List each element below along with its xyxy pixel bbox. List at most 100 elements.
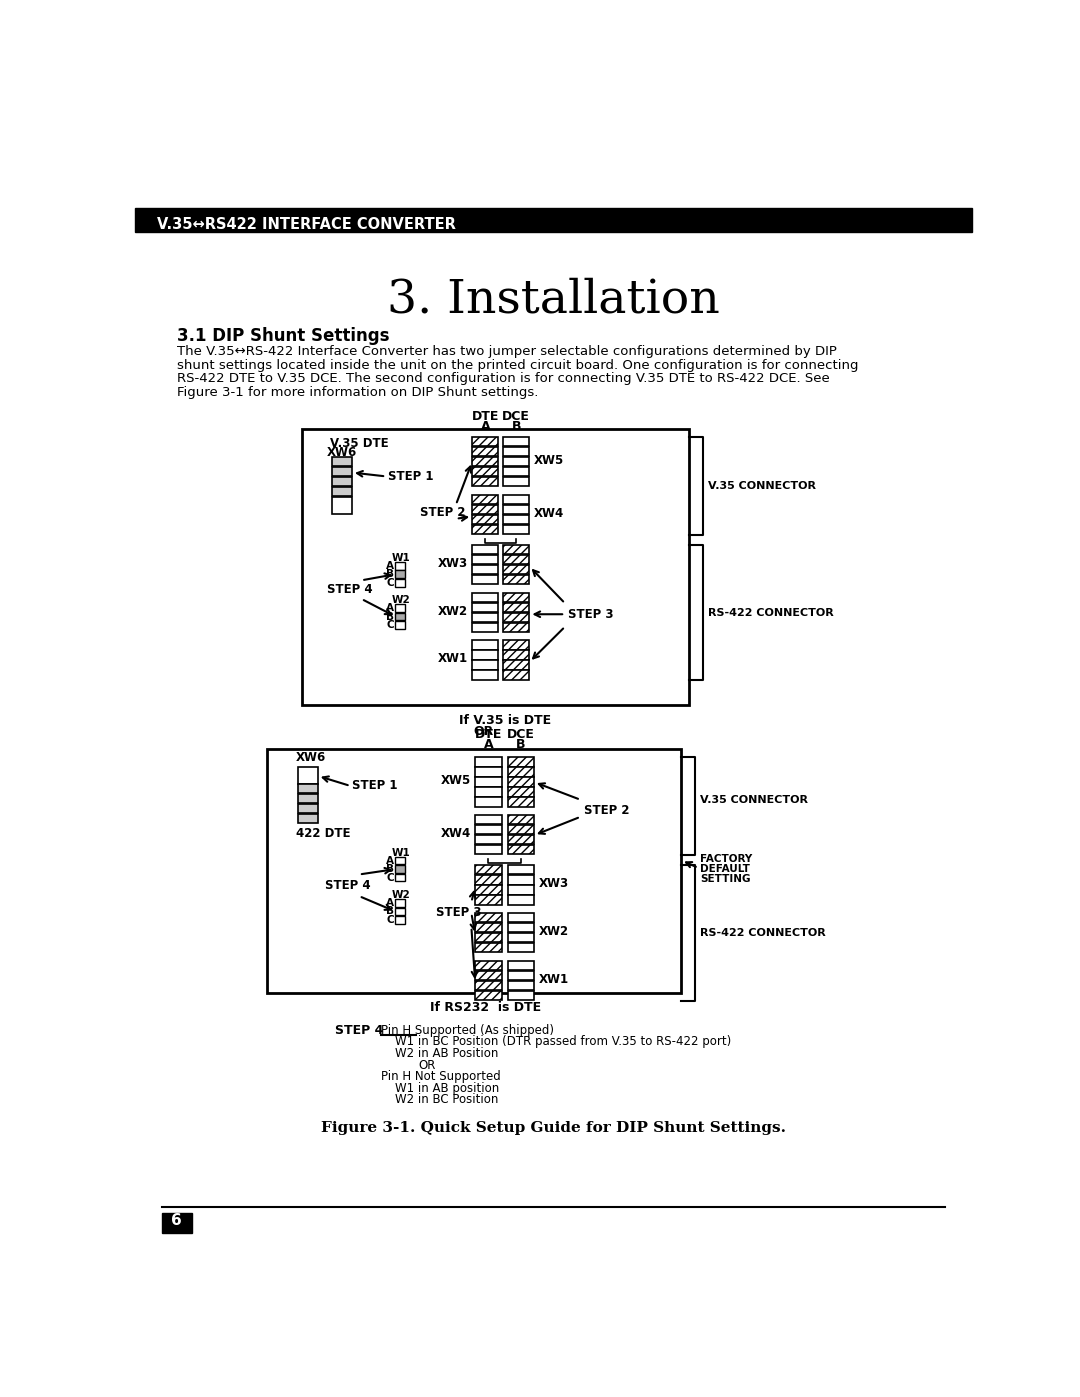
Bar (508, 865, 535, 875)
Bar (508, 914, 535, 922)
Text: If RS232  is DTE: If RS232 is DTE (430, 1000, 541, 1014)
Bar (503, 671, 529, 680)
Text: V.35 CONNECTOR: V.35 CONNECTOR (707, 481, 815, 490)
Bar (475, 914, 501, 922)
Bar (503, 640, 529, 650)
Text: V.35↔RS422 INTERFACE CONVERTER: V.35↔RS422 INTERFACE CONVERTER (157, 217, 456, 232)
Bar (395, 622, 405, 629)
Bar (503, 651, 529, 659)
Bar (503, 447, 529, 457)
Bar (395, 908, 405, 915)
Bar (475, 981, 501, 990)
Bar (508, 788, 535, 796)
Text: SETTING: SETTING (700, 875, 751, 884)
Bar (395, 865, 405, 873)
Text: DCE: DCE (502, 411, 530, 423)
Bar (395, 578, 405, 587)
Text: W2 in BC Position: W2 in BC Position (395, 1094, 499, 1106)
Bar (472, 602, 499, 612)
Text: XW3: XW3 (437, 557, 468, 570)
Bar (475, 788, 501, 796)
Bar (508, 798, 535, 806)
Bar (503, 602, 529, 612)
Text: A: A (387, 560, 394, 571)
Text: B: B (387, 865, 394, 875)
Bar (475, 886, 501, 894)
Bar (503, 457, 529, 467)
Text: A: A (484, 738, 494, 752)
Bar (508, 923, 535, 932)
Bar (332, 478, 352, 486)
Text: W1 in AB position: W1 in AB position (395, 1081, 500, 1095)
Text: XW4: XW4 (441, 827, 471, 840)
Text: 422 DTE: 422 DTE (296, 827, 351, 840)
Text: STEP 2: STEP 2 (420, 506, 465, 520)
Bar (475, 865, 501, 875)
Text: STEP 1: STEP 1 (352, 780, 397, 792)
Text: DTE: DTE (475, 728, 502, 742)
Bar (395, 856, 405, 865)
Text: W2: W2 (391, 595, 410, 605)
Bar (301, 429, 689, 705)
Bar (503, 467, 529, 476)
Bar (135, 208, 972, 232)
Text: W1: W1 (391, 848, 410, 858)
Text: DEFAULT: DEFAULT (700, 865, 750, 875)
Text: C: C (387, 620, 394, 630)
Bar (472, 576, 499, 584)
Bar (503, 661, 529, 669)
Bar (508, 826, 535, 834)
Bar (508, 835, 535, 844)
Text: OR: OR (419, 1059, 436, 1071)
Bar (503, 515, 529, 524)
Bar (475, 798, 501, 806)
Bar (472, 478, 499, 486)
Bar (503, 576, 529, 584)
Bar (475, 990, 501, 1000)
Bar (298, 793, 318, 803)
Bar (508, 757, 535, 767)
Text: DTE: DTE (472, 411, 499, 423)
Text: STEP 4: STEP 4 (335, 1024, 383, 1037)
Text: STEP 3: STEP 3 (568, 608, 613, 620)
Text: XW3: XW3 (539, 877, 569, 890)
Bar (472, 613, 499, 622)
Bar (503, 478, 529, 486)
Text: XW5: XW5 (535, 454, 565, 467)
Text: A: A (387, 898, 394, 908)
Text: XW2: XW2 (437, 605, 468, 617)
Bar (472, 467, 499, 476)
Bar (395, 900, 405, 907)
Text: XW6: XW6 (296, 750, 326, 764)
Bar (472, 564, 499, 574)
Bar (332, 457, 352, 467)
Bar (475, 816, 501, 824)
Text: XW5: XW5 (441, 774, 471, 787)
Bar (298, 813, 318, 823)
Text: RS-422 CONNECTOR: RS-422 CONNECTOR (700, 928, 826, 937)
Text: W1 in BC Position (DTR passed from V.35 to RS-422 port): W1 in BC Position (DTR passed from V.35 … (395, 1035, 731, 1048)
Bar (508, 767, 535, 777)
Text: B: B (512, 420, 521, 433)
Text: V.35 CONNECTOR: V.35 CONNECTOR (700, 795, 808, 805)
Bar (508, 778, 535, 787)
Bar (395, 873, 405, 882)
Bar (475, 845, 501, 855)
Bar (475, 943, 501, 953)
Bar (472, 447, 499, 457)
Bar (503, 504, 529, 514)
Bar (503, 555, 529, 564)
Bar (508, 816, 535, 824)
Text: 6: 6 (172, 1214, 183, 1228)
Bar (508, 876, 535, 884)
Bar (475, 835, 501, 844)
Text: XW1: XW1 (437, 652, 468, 665)
Bar (475, 778, 501, 787)
Bar (503, 564, 529, 574)
Text: RS-422 CONNECTOR: RS-422 CONNECTOR (707, 608, 834, 617)
Bar (472, 592, 499, 602)
Text: XW2: XW2 (539, 925, 569, 937)
Bar (475, 933, 501, 942)
Text: shunt settings located inside the unit on the printed circuit board. One configu: shunt settings located inside the unit o… (177, 359, 859, 372)
Bar (475, 876, 501, 884)
